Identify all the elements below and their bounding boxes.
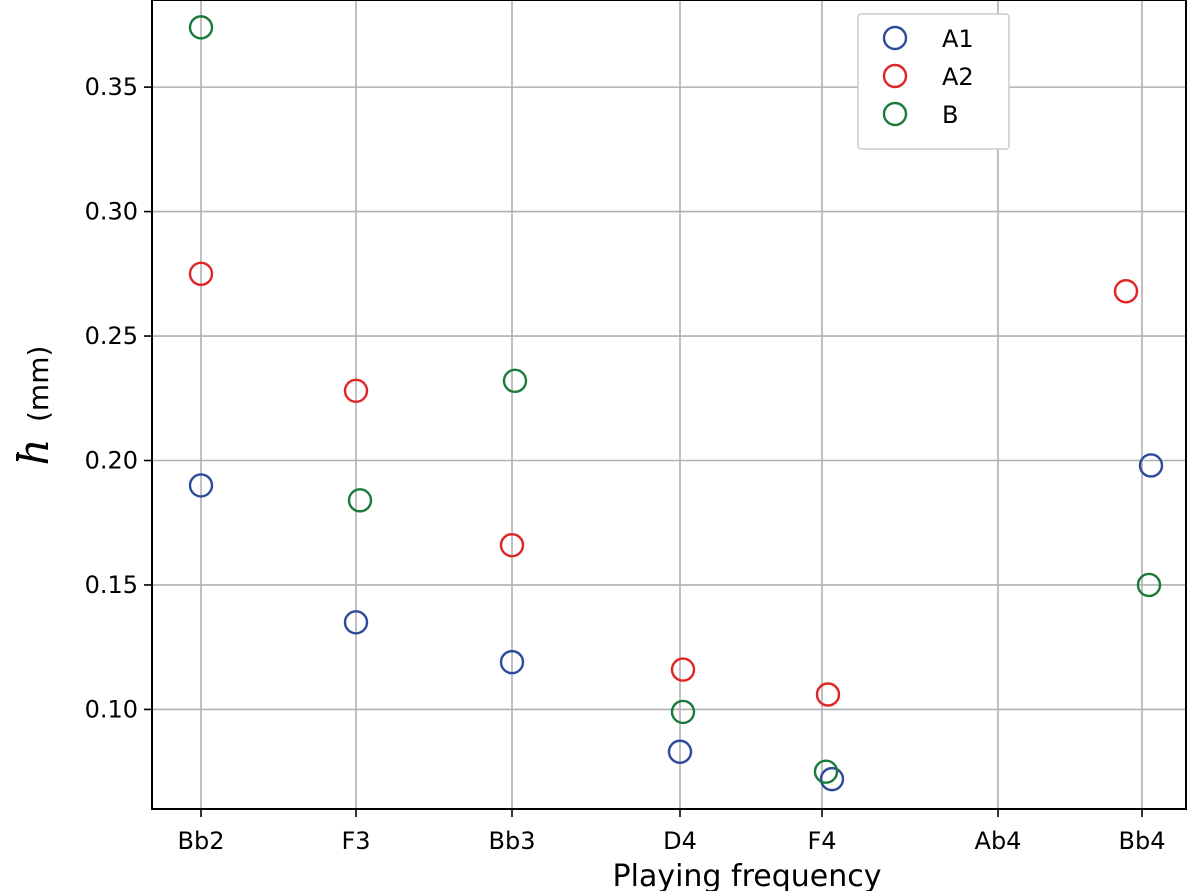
data-point-a2 (815, 682, 841, 707)
data-point-a1 (343, 610, 369, 635)
data-point-a1 (188, 473, 214, 498)
data-point-a2 (343, 378, 369, 404)
y-axis-label: h (mm) (9, 346, 58, 466)
y-tick-label: 0.30 (85, 198, 138, 226)
legend: A1 A2 B (857, 13, 1010, 150)
data-point-a2 (1113, 279, 1139, 304)
data-point-a1 (819, 766, 845, 792)
data-point-a1 (1138, 453, 1164, 478)
data-point-a2 (670, 657, 696, 682)
y-tick-label: 0.35 (85, 73, 138, 101)
y-tick-label: 0.10 (85, 695, 138, 723)
data-point-a2 (188, 261, 214, 287)
data-point-b (347, 488, 373, 513)
legend-marker-b (882, 101, 908, 127)
x-tick-label: Bb2 (178, 827, 225, 855)
legend-marker-a1 (882, 25, 908, 51)
data-point-a1 (499, 649, 525, 675)
data-point-b (670, 699, 696, 725)
x-axis-label: Playing frequency (613, 859, 882, 891)
data-point-b (502, 368, 528, 394)
data-point-b (813, 759, 839, 784)
legend-marker-a2 (882, 63, 908, 89)
x-tick-label: F3 (341, 827, 370, 855)
plot-frame (151, 0, 1187, 810)
data-point-a1 (667, 739, 693, 764)
legend-label-b: B (942, 101, 958, 129)
y-tick-label: 0.20 (85, 447, 138, 475)
y-axis-label-symbol: h (9, 438, 58, 465)
y-axis-label-unit: (mm) (22, 346, 55, 422)
x-tick-label: Bb4 (1119, 827, 1166, 855)
legend-label-a2: A2 (942, 63, 974, 91)
data-point-b (1136, 572, 1162, 598)
data-point-b (188, 15, 214, 40)
x-tick-label: F4 (807, 827, 836, 855)
x-tick-label: Ab4 (975, 827, 1022, 855)
x-tick-label: Bb3 (489, 827, 536, 855)
data-points (188, 15, 1164, 792)
data-point-a2 (499, 532, 525, 558)
legend-label-a1: A1 (942, 25, 974, 53)
y-tick-label: 0.15 (85, 571, 138, 599)
y-tick-label: 0.25 (85, 322, 138, 350)
x-tick-label: D4 (663, 827, 697, 855)
legend-box (857, 13, 1010, 150)
y-axis-ticks: 0.10 0.15 0.20 0.25 0.30 0.35 (85, 73, 152, 723)
grid-lines (152, 0, 1186, 809)
x-axis-ticks: Bb2 F3 Bb3 D4 F4 Ab4 Bb4 (178, 809, 1166, 855)
